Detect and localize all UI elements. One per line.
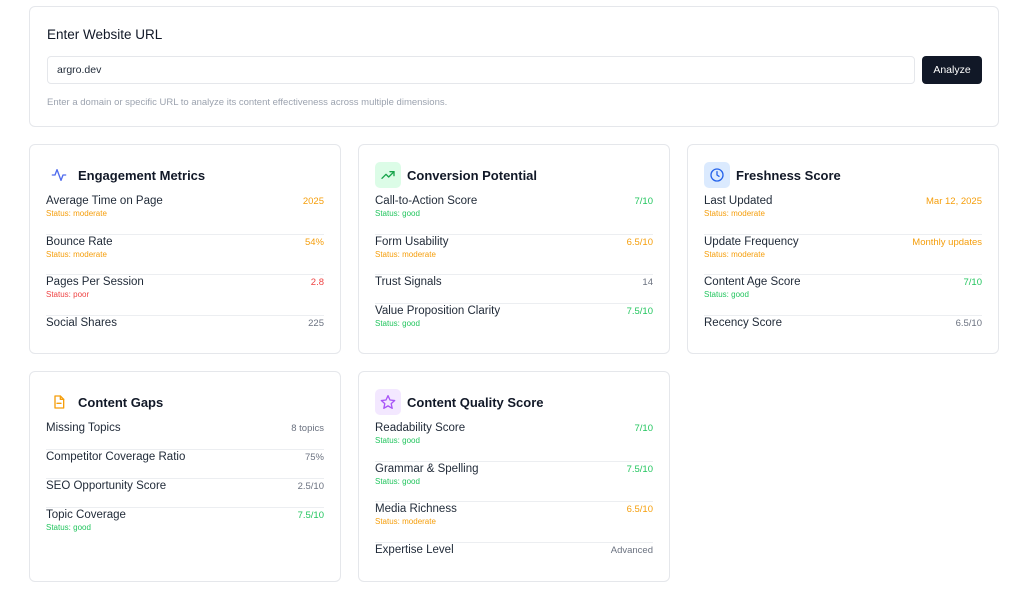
metric-status: Status: good [375,436,420,445]
metric-row: Expertise Level Advanced [375,543,653,572]
metric-value: Advanced [610,544,653,556]
metric-label: Missing Topics [46,422,121,434]
metric-label: Grammar & Spelling [375,462,479,475]
url-form-title: Enter Website URL [47,27,163,42]
card-title: Conversion Potential [407,167,538,183]
content-quality-card: Content Quality Score Readability Score 7… [358,371,670,582]
metric-label: Average Time on Page [46,195,163,207]
metric-label: Topic Coverage [46,509,126,521]
file-icon [46,389,72,415]
clock-icon [704,162,730,188]
metric-value: 7/10 [634,423,654,434]
activity-icon [46,162,72,188]
metric-value: Mar 12, 2025 [926,196,982,207]
metric-row: Missing Topics 8 topics [46,421,324,450]
metric-label: Value Proposition Clarity [375,305,501,317]
metric-value: 7.5/10 [626,463,653,475]
star-icon [375,389,401,415]
metric-row: Update Frequency Monthly updates Status: … [704,235,982,275]
metric-label: Recency Score [704,316,782,329]
metric-label: Social Shares [46,316,117,329]
metric-label: Readability Score [375,422,466,434]
metric-list: Last Updated Mar 12, 2025 Status: moderat… [704,194,982,345]
url-form-card: Enter Website URL Analyze Enter a domain… [29,6,999,127]
metric-status: Status: moderate [375,517,436,526]
analyze-button[interactable]: Analyze [922,56,982,84]
metric-status: Status: moderate [704,209,765,218]
metric-row: Topic Coverage 7.5/10 Status: good [46,508,324,549]
card-title: Engagement Metrics [78,167,206,183]
metric-value: 2.8 [310,277,324,288]
metric-value: 6.5/10 [626,236,653,248]
metric-status: Status: moderate [704,249,765,259]
metric-label: Pages Per Session [46,276,144,288]
metric-row: Trust Signals 14 [375,275,653,304]
metric-label: Expertise Level [375,543,454,556]
metric-value: 7/10 [963,277,983,288]
metric-row: Media Richness 6.5/10 Status: moderate [375,502,653,543]
metric-row: Form Usability 6.5/10 Status: moderate [375,235,653,275]
metric-status: Status: good [375,319,420,328]
metric-status: Status: good [46,523,91,532]
metric-row: Competitor Coverage Ratio 75% [46,450,324,479]
metric-label: Call-to-Action Score [375,195,478,207]
metric-row: SEO Opportunity Score 2.5/10 [46,479,324,508]
metric-label: Last Updated [704,195,773,207]
freshness-score-card: Freshness Score Last Updated Mar 12, 2025… [687,144,999,354]
metric-status: Status: moderate [46,209,107,218]
metric-status: Status: poor [46,290,90,299]
metric-value: Monthly updates [912,236,982,248]
metric-row: Last Updated Mar 12, 2025 Status: moderat… [704,194,982,235]
metric-label: Bounce Rate [46,235,113,248]
metric-list: Missing Topics 8 topics Competitor Covera… [46,421,324,549]
metric-label: Content Age Score [704,276,801,288]
metric-row: Recency Score 6.5/10 [704,316,982,345]
metric-status: Status: moderate [46,249,107,259]
metric-value: 75% [304,452,324,463]
metric-row: Bounce Rate 54% Status: moderate [46,235,324,275]
metric-value: 14 [642,277,653,288]
trending-up-icon [375,162,401,188]
metric-row: Call-to-Action Score 7/10 Status: good [375,194,653,235]
metric-value: 225 [308,317,324,329]
metric-row: Grammar & Spelling 7.5/10 Status: good [375,462,653,502]
conversion-potential-card: Conversion Potential Call-to-Action Scor… [358,144,670,354]
metric-row: Content Age Score 7/10 Status: good [704,275,982,316]
metric-label: Update Frequency [704,235,799,248]
metric-value: 7/10 [634,196,654,207]
metric-value: 6.5/10 [626,504,653,515]
metric-row: Pages Per Session 2.8 Status: poor [46,275,324,316]
metric-label: Form Usability [375,235,449,248]
metric-list: Call-to-Action Score 7/10 Status: good Fo… [375,194,653,345]
metric-label: Trust Signals [375,276,442,288]
metric-row: Readability Score 7/10 Status: good [375,421,653,462]
engagement-metrics-card: Engagement Metrics Average Time on Page 2… [29,144,341,354]
metric-value: 6.5/10 [955,317,982,329]
metric-label: SEO Opportunity Score [46,480,167,492]
metric-row: Value Proposition Clarity 7.5/10 Status: … [375,304,653,345]
metric-value: 54% [304,236,324,248]
metric-value: 8 topics [291,423,324,434]
metric-list: Average Time on Page 2025 Status: moderat… [46,194,324,345]
metric-value: 7.5/10 [297,510,324,521]
metric-label: Competitor Coverage Ratio [46,451,186,463]
metric-status: Status: good [704,290,749,299]
card-title: Freshness Score [736,167,841,183]
metric-value: 7.5/10 [626,306,653,317]
url-input[interactable] [47,56,915,84]
metric-status: Status: moderate [375,249,436,259]
url-help-text: Enter a domain or specific URL to analyz… [47,97,448,108]
metric-list: Readability Score 7/10 Status: good Gramm… [375,421,653,572]
content-gaps-card: Content Gaps Missing Topics 8 topics Comp… [29,371,341,582]
metric-status: Status: good [375,476,420,486]
card-title: Content Gaps [78,394,164,410]
card-title: Content Quality Score [407,394,544,410]
metric-row: Average Time on Page 2025 Status: moderat… [46,194,324,235]
metric-value: 2025 [302,196,324,207]
metric-row: Social Shares 225 [46,316,324,345]
metric-value: 2.5/10 [297,481,324,492]
metric-status: Status: good [375,209,420,218]
metric-label: Media Richness [375,503,457,515]
